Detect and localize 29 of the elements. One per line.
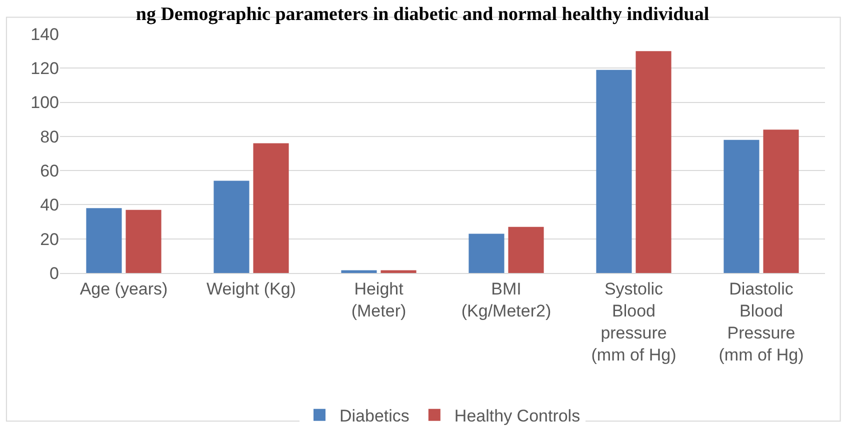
y-tick-label: 140	[30, 24, 59, 44]
y-tick-label: 100	[30, 93, 59, 112]
bar	[596, 70, 632, 273]
bar	[86, 208, 122, 273]
y-tick-label: 120	[30, 59, 59, 78]
bar	[724, 140, 760, 273]
legend-label: Diabetics	[340, 406, 410, 426]
chart-title: ng Demographic parameters in diabetic and normal healthy individual	[136, 4, 710, 25]
y-tick-label: 80	[40, 127, 59, 146]
x-tick-label: BMI (Kg/Meter2)	[461, 279, 552, 320]
y-tick-label: 40	[40, 196, 59, 215]
bar	[214, 180, 250, 273]
x-tick-label: Age (years)	[80, 279, 168, 298]
bar	[508, 226, 544, 273]
x-tick-label: Weight (Kg)	[206, 279, 296, 298]
x-tick-label: Diastolic Blood Pressure (mm of Hg)	[718, 279, 804, 365]
bar	[763, 130, 799, 273]
x-tick-label: Height (Meter)	[351, 279, 406, 320]
y-tick-label: 0	[50, 264, 59, 283]
y-tick-label: 20	[40, 230, 59, 249]
y-tick-label: 60	[40, 162, 59, 181]
x-tick-label: Systolic Blood pressure (mm of Hg)	[591, 279, 676, 365]
bar	[636, 51, 672, 273]
bar	[380, 270, 416, 273]
bar	[253, 143, 289, 273]
legend-label: Healthy Controls	[454, 406, 580, 426]
bar	[341, 270, 377, 273]
bar	[468, 234, 504, 273]
bar	[126, 210, 162, 273]
